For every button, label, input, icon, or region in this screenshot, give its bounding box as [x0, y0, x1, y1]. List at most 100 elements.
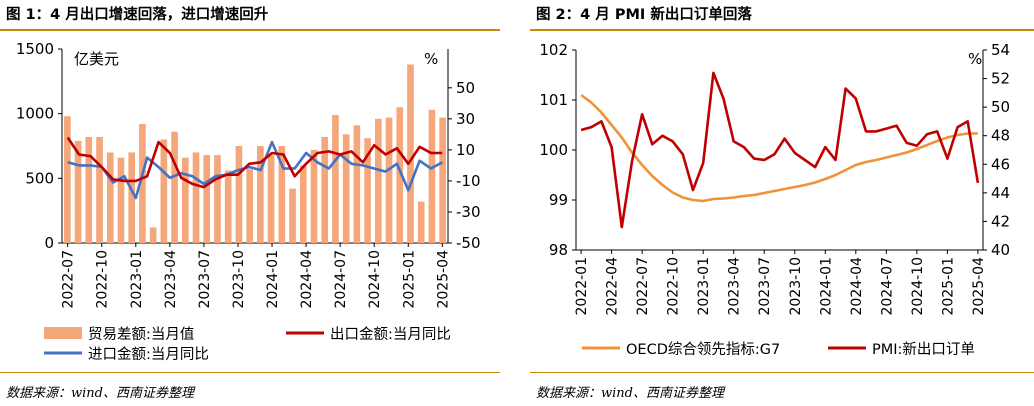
- trade-balance-bar: [192, 152, 200, 243]
- legend-label-pmi: PMI:新出口订单: [872, 341, 975, 358]
- x-tick-label: 2022-04: [605, 257, 621, 316]
- right-y-tick-label: 52: [991, 70, 1010, 88]
- trade-balance-bar: [235, 146, 243, 243]
- source-rule: [0, 372, 500, 373]
- trade-balance-bar: [149, 227, 157, 243]
- trade-balance-bar: [96, 136, 103, 243]
- right-y-tick-label: 44: [991, 184, 1010, 202]
- title-rule: [530, 29, 1034, 31]
- right-y-tick-label: 48: [991, 127, 1010, 145]
- trade-balance-bar: [214, 155, 221, 243]
- trade-balance-bar: [106, 152, 114, 243]
- x-tick-label: 2024-04: [849, 257, 865, 316]
- left-chart-panel: 图 1：4 月出口增速回落，进口增速回升 0 500 1000 1500 -50 -30 -…: [0, 0, 500, 406]
- title-rule: [0, 29, 500, 31]
- trade-balance-bar: [267, 155, 275, 243]
- trade-balance-bar: [128, 152, 136, 243]
- trade-balance-bar: [353, 125, 361, 243]
- x-tick-label: 2024-01: [818, 257, 834, 316]
- x-tick-label: 2022-01: [574, 257, 590, 316]
- trade-balance-bar: [289, 188, 296, 243]
- left-y-tick-label: 1500: [16, 40, 54, 58]
- x-tick-label: 2024-10: [910, 257, 926, 316]
- x-tick-label: 2023-04: [163, 250, 179, 309]
- x-tick-label: 2023-04: [727, 257, 743, 316]
- x-tick-label: 2023-10: [788, 257, 804, 316]
- right-y-tick-label: 40: [991, 241, 1010, 259]
- right-chart-svg: 98 99 100 101 102 40 42 44 46 48 50 52 54% 2022-01 202…: [539, 41, 1010, 358]
- x-tick-label: 2024-01: [265, 250, 281, 309]
- oecd-cli-line: [580, 93, 978, 203]
- x-tick-label: 2023-07: [757, 257, 773, 316]
- legend-label-oecd: OECD综合领先指标:G7: [626, 341, 780, 358]
- legend-label-export: 出口金额:当月同比: [330, 326, 451, 343]
- trade-balance-bar: [171, 131, 178, 243]
- right-chart-title: 图 2：4 月 PMI 新出口订单回落: [536, 7, 752, 23]
- right-y-tick-label: 42: [991, 212, 1010, 230]
- trade-balance-bar: [64, 116, 71, 243]
- right-y-tick-label: 46: [991, 155, 1010, 173]
- left-y-unit-label: 亿美元: [74, 50, 119, 68]
- trade-balance-bar: [257, 146, 264, 243]
- left-source-note: 数据来源：wind、西南证券整理: [6, 386, 194, 401]
- trade-balance-bar: [85, 136, 93, 243]
- x-tick-label: 2025-04: [971, 257, 987, 316]
- right-y-tick-label: 10: [456, 141, 475, 159]
- left-y-tick-label: 99: [549, 191, 568, 209]
- left-y-tick-label: 0: [44, 234, 54, 252]
- x-tick-label: 2022-07: [61, 250, 77, 309]
- x-tick-label: 2025-04: [435, 250, 451, 309]
- trade-balance-bar: [278, 146, 286, 243]
- trade-balance-bar: [321, 136, 329, 243]
- left-y-tick-label: 500: [25, 169, 54, 187]
- trade-balance-bar: [364, 138, 371, 243]
- left-chart-title: 图 1：4 月出口增速回落，进口增速回升: [6, 7, 269, 23]
- x-tick-label: 2024-04: [299, 250, 315, 309]
- trade-balance-bar: [160, 139, 168, 243]
- source-rule: [530, 372, 1034, 373]
- left-y-tick-label: 101: [539, 91, 568, 109]
- trade-balance-bar: [310, 149, 318, 243]
- x-tick-label: 2022-10: [95, 250, 111, 309]
- right-y-tick-label: -50: [456, 234, 481, 252]
- x-tick-label: 2023-10: [231, 250, 247, 309]
- trade-balance-bar: [332, 114, 339, 244]
- x-tick-label: 2025-01: [940, 257, 956, 316]
- right-y-tick-label: -30: [456, 203, 481, 221]
- right-source-note: 数据来源：wind、西南证券整理: [536, 386, 724, 401]
- right-y-unit-label: %: [968, 50, 982, 68]
- right-chart-panel: 图 2：4 月 PMI 新出口订单回落 98 99 100 101 102 40 42 44 4…: [530, 0, 1034, 406]
- trade-balance-bar: [246, 169, 253, 243]
- right-y-tick-label: 30: [456, 110, 475, 128]
- x-tick-label: 2024-10: [367, 250, 383, 309]
- pmi-new-export-orders-line: [580, 71, 980, 229]
- trade-balance-bar: [224, 170, 232, 243]
- trade-balance-bar: [181, 157, 189, 243]
- trade-balance-bar: [299, 165, 307, 243]
- trade-balance-bar: [385, 117, 393, 243]
- left-y-tick-label: 98: [549, 241, 568, 259]
- x-tick-label: 2023-07: [197, 250, 213, 309]
- import-yoy-line: [67, 140, 443, 200]
- trade-balance-bar: [396, 107, 404, 243]
- trade-balance-bar: [439, 117, 446, 243]
- x-tick-label: 2024-07: [879, 257, 895, 316]
- trade-balance-bar: [428, 109, 436, 243]
- right-y-tick-label: -10: [456, 172, 481, 190]
- trade-balance-bar: [374, 118, 382, 243]
- trade-balance-bar: [74, 140, 82, 243]
- legend-label-import: 进口金额:当月同比: [88, 346, 209, 363]
- right-y-unit-label: %: [424, 50, 438, 68]
- left-y-tick-label: 102: [539, 41, 568, 59]
- trade-balance-bar: [139, 124, 146, 243]
- x-tick-label: 2022-07: [635, 257, 651, 316]
- trade-balance-bar: [203, 155, 211, 243]
- x-tick-label: 2022-10: [666, 257, 682, 316]
- legend-label-trade-balance: 贸易差额:当月值: [88, 326, 194, 343]
- x-tick-label: 2024-07: [333, 250, 349, 309]
- trade-balance-bar: [417, 201, 425, 243]
- right-y-tick-label: 50: [991, 98, 1010, 116]
- trade-balance-bar: [407, 64, 414, 244]
- right-y-tick-label: 50: [456, 79, 475, 97]
- right-y-tick-label: 54: [991, 41, 1010, 59]
